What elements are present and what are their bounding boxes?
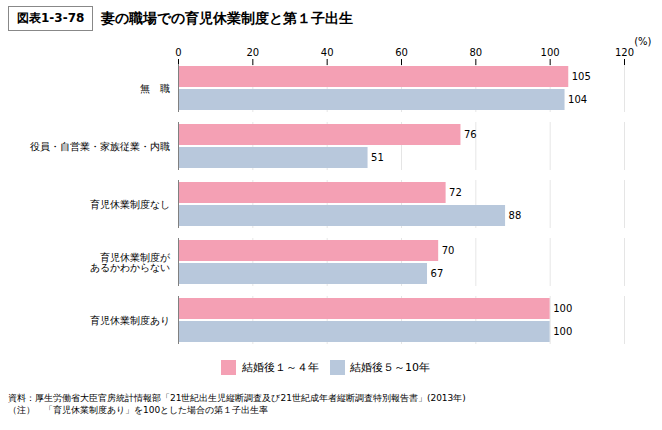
svg-text:20: 20 bbox=[246, 47, 259, 58]
svg-text:0: 0 bbox=[175, 47, 181, 58]
svg-text:役員・自営業・家族従業・内職: 役員・自営業・家族従業・内職 bbox=[30, 141, 170, 152]
html-text:図表1-3-78: 図表1-3-78 bbox=[17, 11, 85, 25]
svg-text:80: 80 bbox=[469, 47, 482, 58]
svg-text:51: 51 bbox=[371, 152, 384, 163]
html-text:結婚後１～４年: 結婚後１～４年 bbox=[241, 361, 319, 374]
svg-text:育児休業制度があるかわからない: 育児休業制度があるかわからない bbox=[90, 252, 171, 273]
svg-text:100: 100 bbox=[553, 303, 572, 314]
svg-text:104: 104 bbox=[568, 94, 587, 105]
svg-text:76: 76 bbox=[464, 129, 477, 140]
svg-text:100: 100 bbox=[541, 47, 560, 58]
svg-text:100: 100 bbox=[553, 326, 572, 337]
svg-text:(%): (%) bbox=[634, 36, 651, 47]
html-text:資料：厚生労働省大臣官房統計情報部「21世紀出生児縦断調査及: 資料：厚生労働省大臣官房統計情報部「21世紀出生児縦断調査及び21世紀成年者縦断… bbox=[8, 392, 466, 403]
html-text:（注） 「育児休業制度あり」を100とした場合の第１子出生率: （注） 「育児休業制度あり」を100とした場合の第１子出生率 bbox=[8, 404, 269, 415]
svg-text:育児休業制度なし: 育児休業制度なし bbox=[90, 199, 170, 210]
svg-text:40: 40 bbox=[321, 47, 334, 58]
svg-text:72: 72 bbox=[449, 187, 462, 198]
svg-text:88: 88 bbox=[509, 210, 522, 221]
svg-text:無 職: 無 職 bbox=[140, 83, 170, 94]
svg-text:60: 60 bbox=[395, 47, 408, 58]
html-text:妻の職場での育児休業制度と第１子出生: 妻の職場での育児休業制度と第１子出生 bbox=[101, 9, 354, 26]
html-text:結婚後５～10年: 結婚後５～10年 bbox=[350, 361, 430, 374]
svg-text:67: 67 bbox=[431, 268, 444, 279]
svg-text:120: 120 bbox=[615, 47, 634, 58]
svg-text:70: 70 bbox=[442, 245, 455, 256]
svg-text:育児休業制度あり: 育児休業制度あり bbox=[90, 315, 170, 326]
svg-text:105: 105 bbox=[572, 71, 591, 82]
